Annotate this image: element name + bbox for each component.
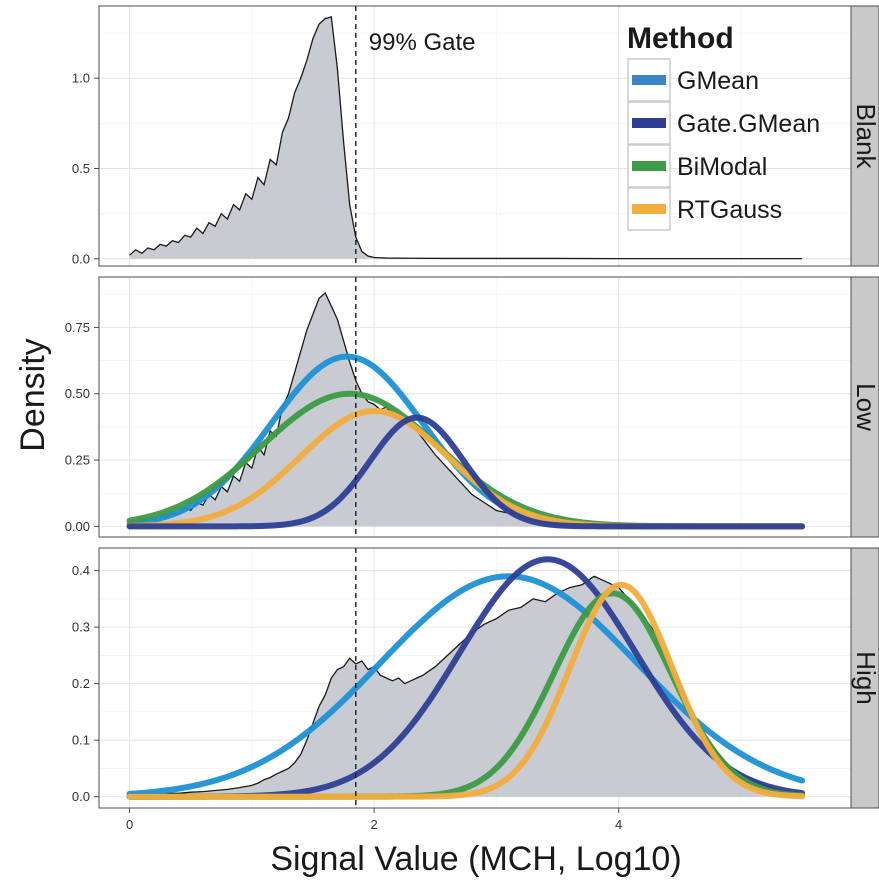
y-tick-label: 0.25 <box>65 453 90 468</box>
y-tick-label: 0.0 <box>72 251 90 266</box>
panel-blank: Blank 0.0 0.5 1.0 <box>72 5 879 267</box>
y-tick-label: 0.4 <box>72 563 90 578</box>
y-tick-label: 0.2 <box>72 676 90 691</box>
facet-strip-label: Blank <box>851 103 879 169</box>
x-tick-label: 4 <box>615 817 622 832</box>
y-tick-label: 0.0 <box>72 789 90 804</box>
legend-label: Gate.GMean <box>677 110 820 138</box>
panel-low: Low 0.00 0.25 0.50 0.75 <box>65 276 879 538</box>
y-tick-label: 1.0 <box>72 71 90 86</box>
gate-annotation: 99% Gate <box>369 29 476 56</box>
legend-label: GMean <box>677 67 759 95</box>
facet-strip <box>850 5 879 267</box>
y-tick-label: 0.5 <box>72 161 90 176</box>
y-tick-label: 0.3 <box>72 620 90 635</box>
y-tick-label: 0.1 <box>72 733 90 748</box>
series-curve-gate-gmean <box>126 414 806 530</box>
legend-swatch <box>632 204 666 214</box>
y-axis-title: Density <box>14 338 52 451</box>
facet-strip <box>850 276 879 538</box>
legend-swatch <box>632 161 666 171</box>
density-area <box>129 292 803 527</box>
legend-title: Method <box>627 22 734 55</box>
x-axis-title: Signal Value (MCH, Log10) <box>270 840 681 878</box>
legend-swatch <box>632 118 666 128</box>
y-tick-label: 0.00 <box>65 519 90 534</box>
legend: Method GMean Gate.GMean BiModal RTGauss <box>627 22 820 231</box>
density-line <box>129 15 803 260</box>
legend-label: RTGauss <box>677 196 782 224</box>
density-area <box>129 16 803 259</box>
facet-strip-label: High <box>851 651 879 704</box>
y-tick-label: 0.50 <box>65 386 90 401</box>
series-curve-rtgauss <box>126 581 806 800</box>
facet-strip <box>850 547 879 809</box>
x-tick-label: 2 <box>371 817 378 832</box>
legend-label: BiModal <box>677 153 767 181</box>
density-area <box>129 576 803 797</box>
y-tick-label: 0.75 <box>65 320 90 335</box>
facet-strip-label: Low <box>851 383 879 431</box>
panel-high: High 0.0 0.1 0.2 0.3 0.4 <box>72 547 879 809</box>
x-tick-label: 0 <box>126 817 133 832</box>
legend-swatch <box>632 75 666 85</box>
